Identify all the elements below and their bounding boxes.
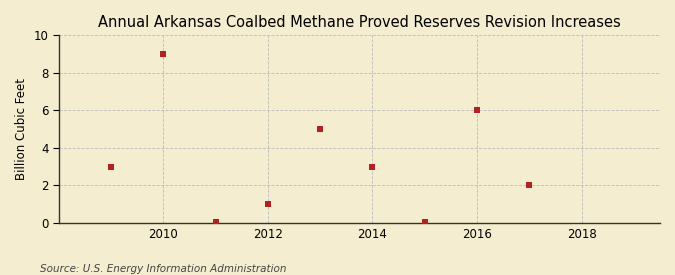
Point: [315, 127, 325, 131]
Point: [158, 52, 169, 56]
Text: Source: U.S. Energy Information Administration: Source: U.S. Energy Information Administ…: [40, 264, 287, 274]
Title: Annual Arkansas Coalbed Methane Proved Reserves Revision Increases: Annual Arkansas Coalbed Methane Proved R…: [98, 15, 621, 30]
Point: [524, 183, 535, 188]
Point: [472, 108, 483, 112]
Point: [263, 202, 273, 206]
Point: [106, 164, 117, 169]
Point: [367, 164, 378, 169]
Point: [211, 220, 221, 224]
Point: [419, 220, 430, 224]
Y-axis label: Billion Cubic Feet: Billion Cubic Feet: [15, 78, 28, 180]
